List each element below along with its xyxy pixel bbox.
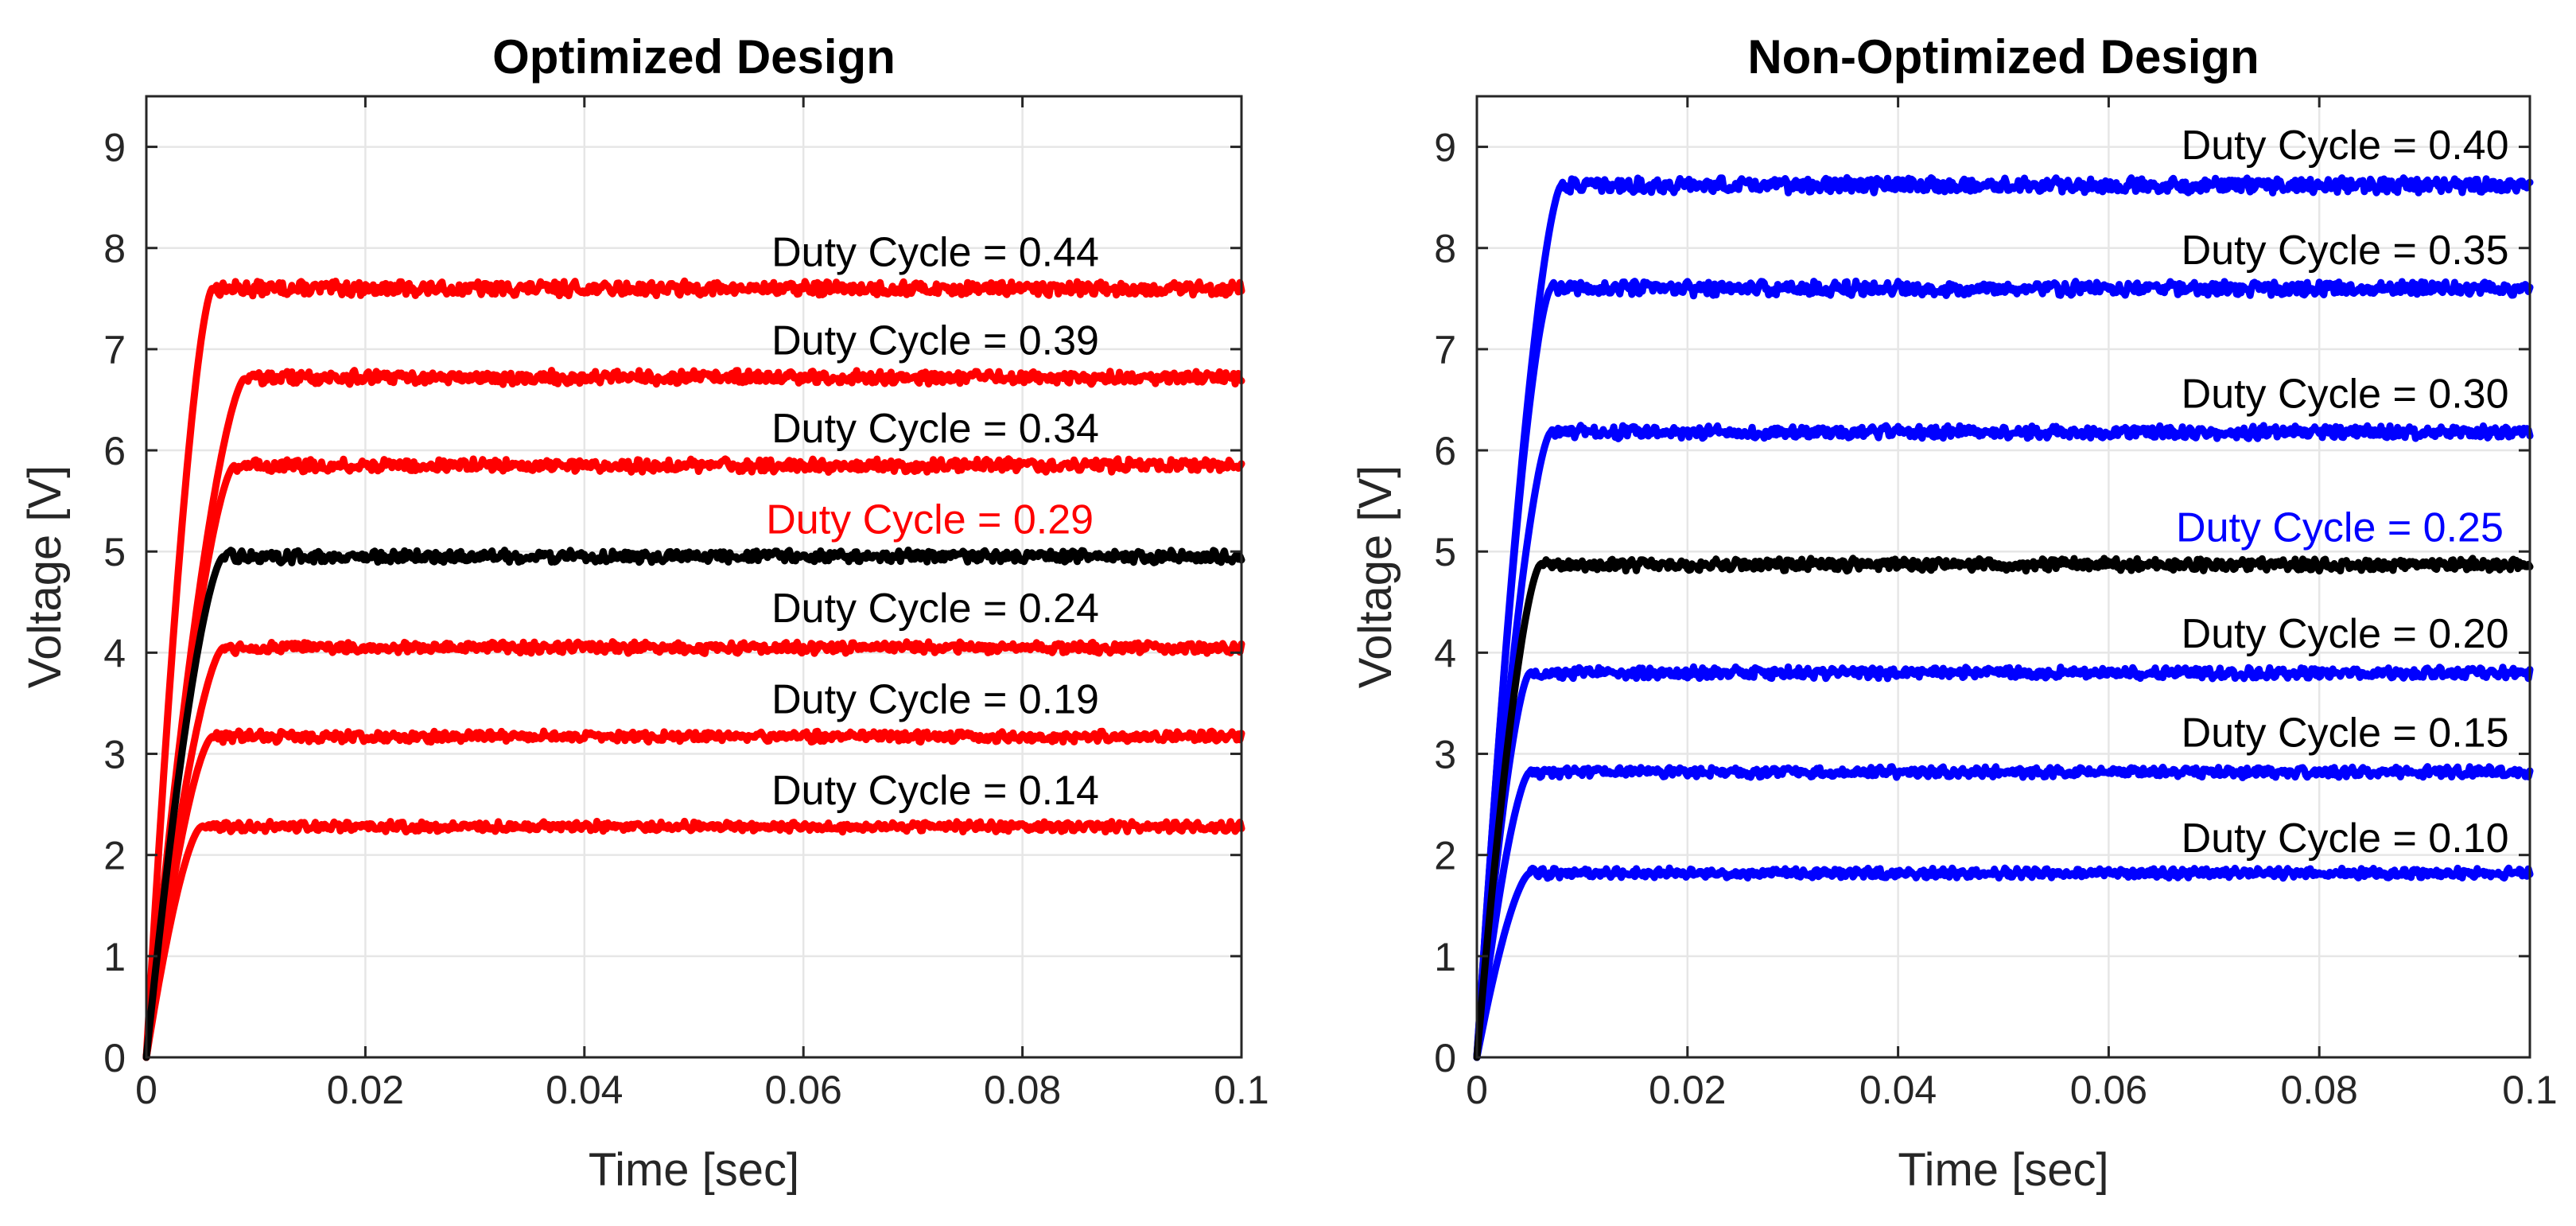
y-axis-label: Voltage [V] <box>1350 465 1401 689</box>
x-axis-label: Time [sec] <box>1898 1144 2108 1196</box>
curve-labels: Duty Cycle = 0.40 Duty Cycle = 0.35 Duty C… <box>2176 123 2508 862</box>
x-axis-label: Time [sec] <box>589 1144 799 1196</box>
y-tick-label: 8 <box>1434 227 1456 271</box>
curve-label: Duty Cycle = 0.39 <box>771 317 1099 364</box>
x-tick-label: 0.08 <box>2281 1068 2358 1112</box>
series-line <box>142 817 1245 1061</box>
series-group <box>1473 173 2534 1061</box>
x-tick-label: 0.06 <box>2070 1068 2147 1112</box>
y-tick-label: 0 <box>103 1036 126 1080</box>
y-tick-label: 5 <box>103 530 126 574</box>
axes-box <box>145 95 1243 1059</box>
curve-label: Duty Cycle = 0.24 <box>771 586 1099 632</box>
y-tick-label: 2 <box>103 834 126 878</box>
x-tick-label: 0.02 <box>327 1068 404 1112</box>
x-tick-label: 0.06 <box>765 1068 842 1112</box>
y-tick-label: 3 <box>103 733 126 777</box>
series-line <box>1473 422 2534 1061</box>
curve-label: Duty Cycle = 0.10 <box>2182 815 2509 862</box>
y-tick-label: 8 <box>103 227 126 271</box>
series-line <box>142 367 1245 1061</box>
curve-labels: Duty Cycle = 0.44 Duty Cycle = 0.39 Duty C… <box>766 230 1099 814</box>
y-tick-label: 0 <box>1434 1036 1456 1080</box>
y-axis-label: Voltage [V] <box>19 465 71 689</box>
ticks: 0 0.02 0.04 0.06 0.08 0.1 0 1 2 3 4 5 6 7 8 9 <box>103 96 1269 1112</box>
chart-panel-1: 0 0.02 0.04 0.06 0.08 0.1 0 1 2 3 4 5 6 7 8 9 Duty Cycle… <box>19 30 1269 1196</box>
chart-title: Non-Optimized Design <box>1747 30 2259 84</box>
curve-label: Duty Cycle = 0.15 <box>2182 710 2509 757</box>
series-line <box>142 727 1245 1061</box>
x-tick-label: 0.08 <box>984 1068 1061 1112</box>
curve-label: Duty Cycle = 0.30 <box>2182 372 2509 418</box>
y-tick-label: 2 <box>1434 834 1456 878</box>
series-line <box>142 277 1245 1061</box>
x-tick-label: 0 <box>1466 1068 1488 1112</box>
y-tick-label: 4 <box>103 631 126 675</box>
series-line <box>142 455 1245 1061</box>
y-tick-label: 7 <box>103 328 126 372</box>
y-tick-label: 9 <box>103 126 126 170</box>
curve-label: Duty Cycle = 0.35 <box>2182 228 2509 274</box>
x-tick-label: 0.02 <box>1649 1068 1726 1112</box>
x-tick-label: 0.04 <box>546 1068 623 1112</box>
series-line <box>1473 173 2534 1061</box>
y-tick-label: 3 <box>1434 733 1456 777</box>
series-line <box>142 547 1245 1061</box>
x-tick-label: 0.1 <box>1214 1068 1269 1112</box>
series-line <box>1473 763 2534 1061</box>
series-group <box>142 277 1245 1061</box>
series-line <box>1473 864 2534 1061</box>
chart-title: Optimized Design <box>492 30 896 84</box>
series-line <box>142 638 1245 1061</box>
curve-label: Duty Cycle = 0.14 <box>771 768 1099 814</box>
x-tick-label: 0.04 <box>1859 1068 1937 1112</box>
y-tick-label: 7 <box>1434 328 1456 372</box>
y-tick-label: 1 <box>103 935 126 979</box>
curve-label: Duty Cycle = 0.34 <box>771 406 1099 452</box>
y-tick-label: 6 <box>103 429 126 473</box>
series-line <box>1473 277 2534 1061</box>
curve-label: Duty Cycle = 0.20 <box>2182 611 2509 657</box>
curve-label: Duty Cycle = 0.29 <box>766 496 1094 543</box>
y-tick-label: 5 <box>1434 530 1456 574</box>
curve-label: Duty Cycle = 0.19 <box>771 677 1099 723</box>
y-tick-label: 1 <box>1434 935 1456 979</box>
ticks: 0 0.02 0.04 0.06 0.08 0.1 0 1 2 3 4 5 6 7 8 9 <box>1434 96 2558 1112</box>
y-tick-label: 4 <box>1434 631 1456 675</box>
x-tick-label: 0.1 <box>2502 1068 2558 1112</box>
axes-box <box>1475 95 2531 1059</box>
curve-label: Duty Cycle = 0.44 <box>771 230 1099 276</box>
x-tick-label: 0 <box>135 1068 157 1112</box>
y-tick-label: 9 <box>1434 126 1456 170</box>
curve-label: Duty Cycle = 0.25 <box>2176 504 2504 551</box>
chart-panel-2: 0 0.02 0.04 0.06 0.08 0.1 0 1 2 3 4 5 6 7 8 9 Duty Cycle… <box>1350 30 2558 1196</box>
y-tick-label: 6 <box>1434 429 1456 473</box>
curve-label: Duty Cycle = 0.40 <box>2182 123 2509 169</box>
series-line <box>1473 555 2534 1061</box>
series-line <box>1473 663 2534 1061</box>
